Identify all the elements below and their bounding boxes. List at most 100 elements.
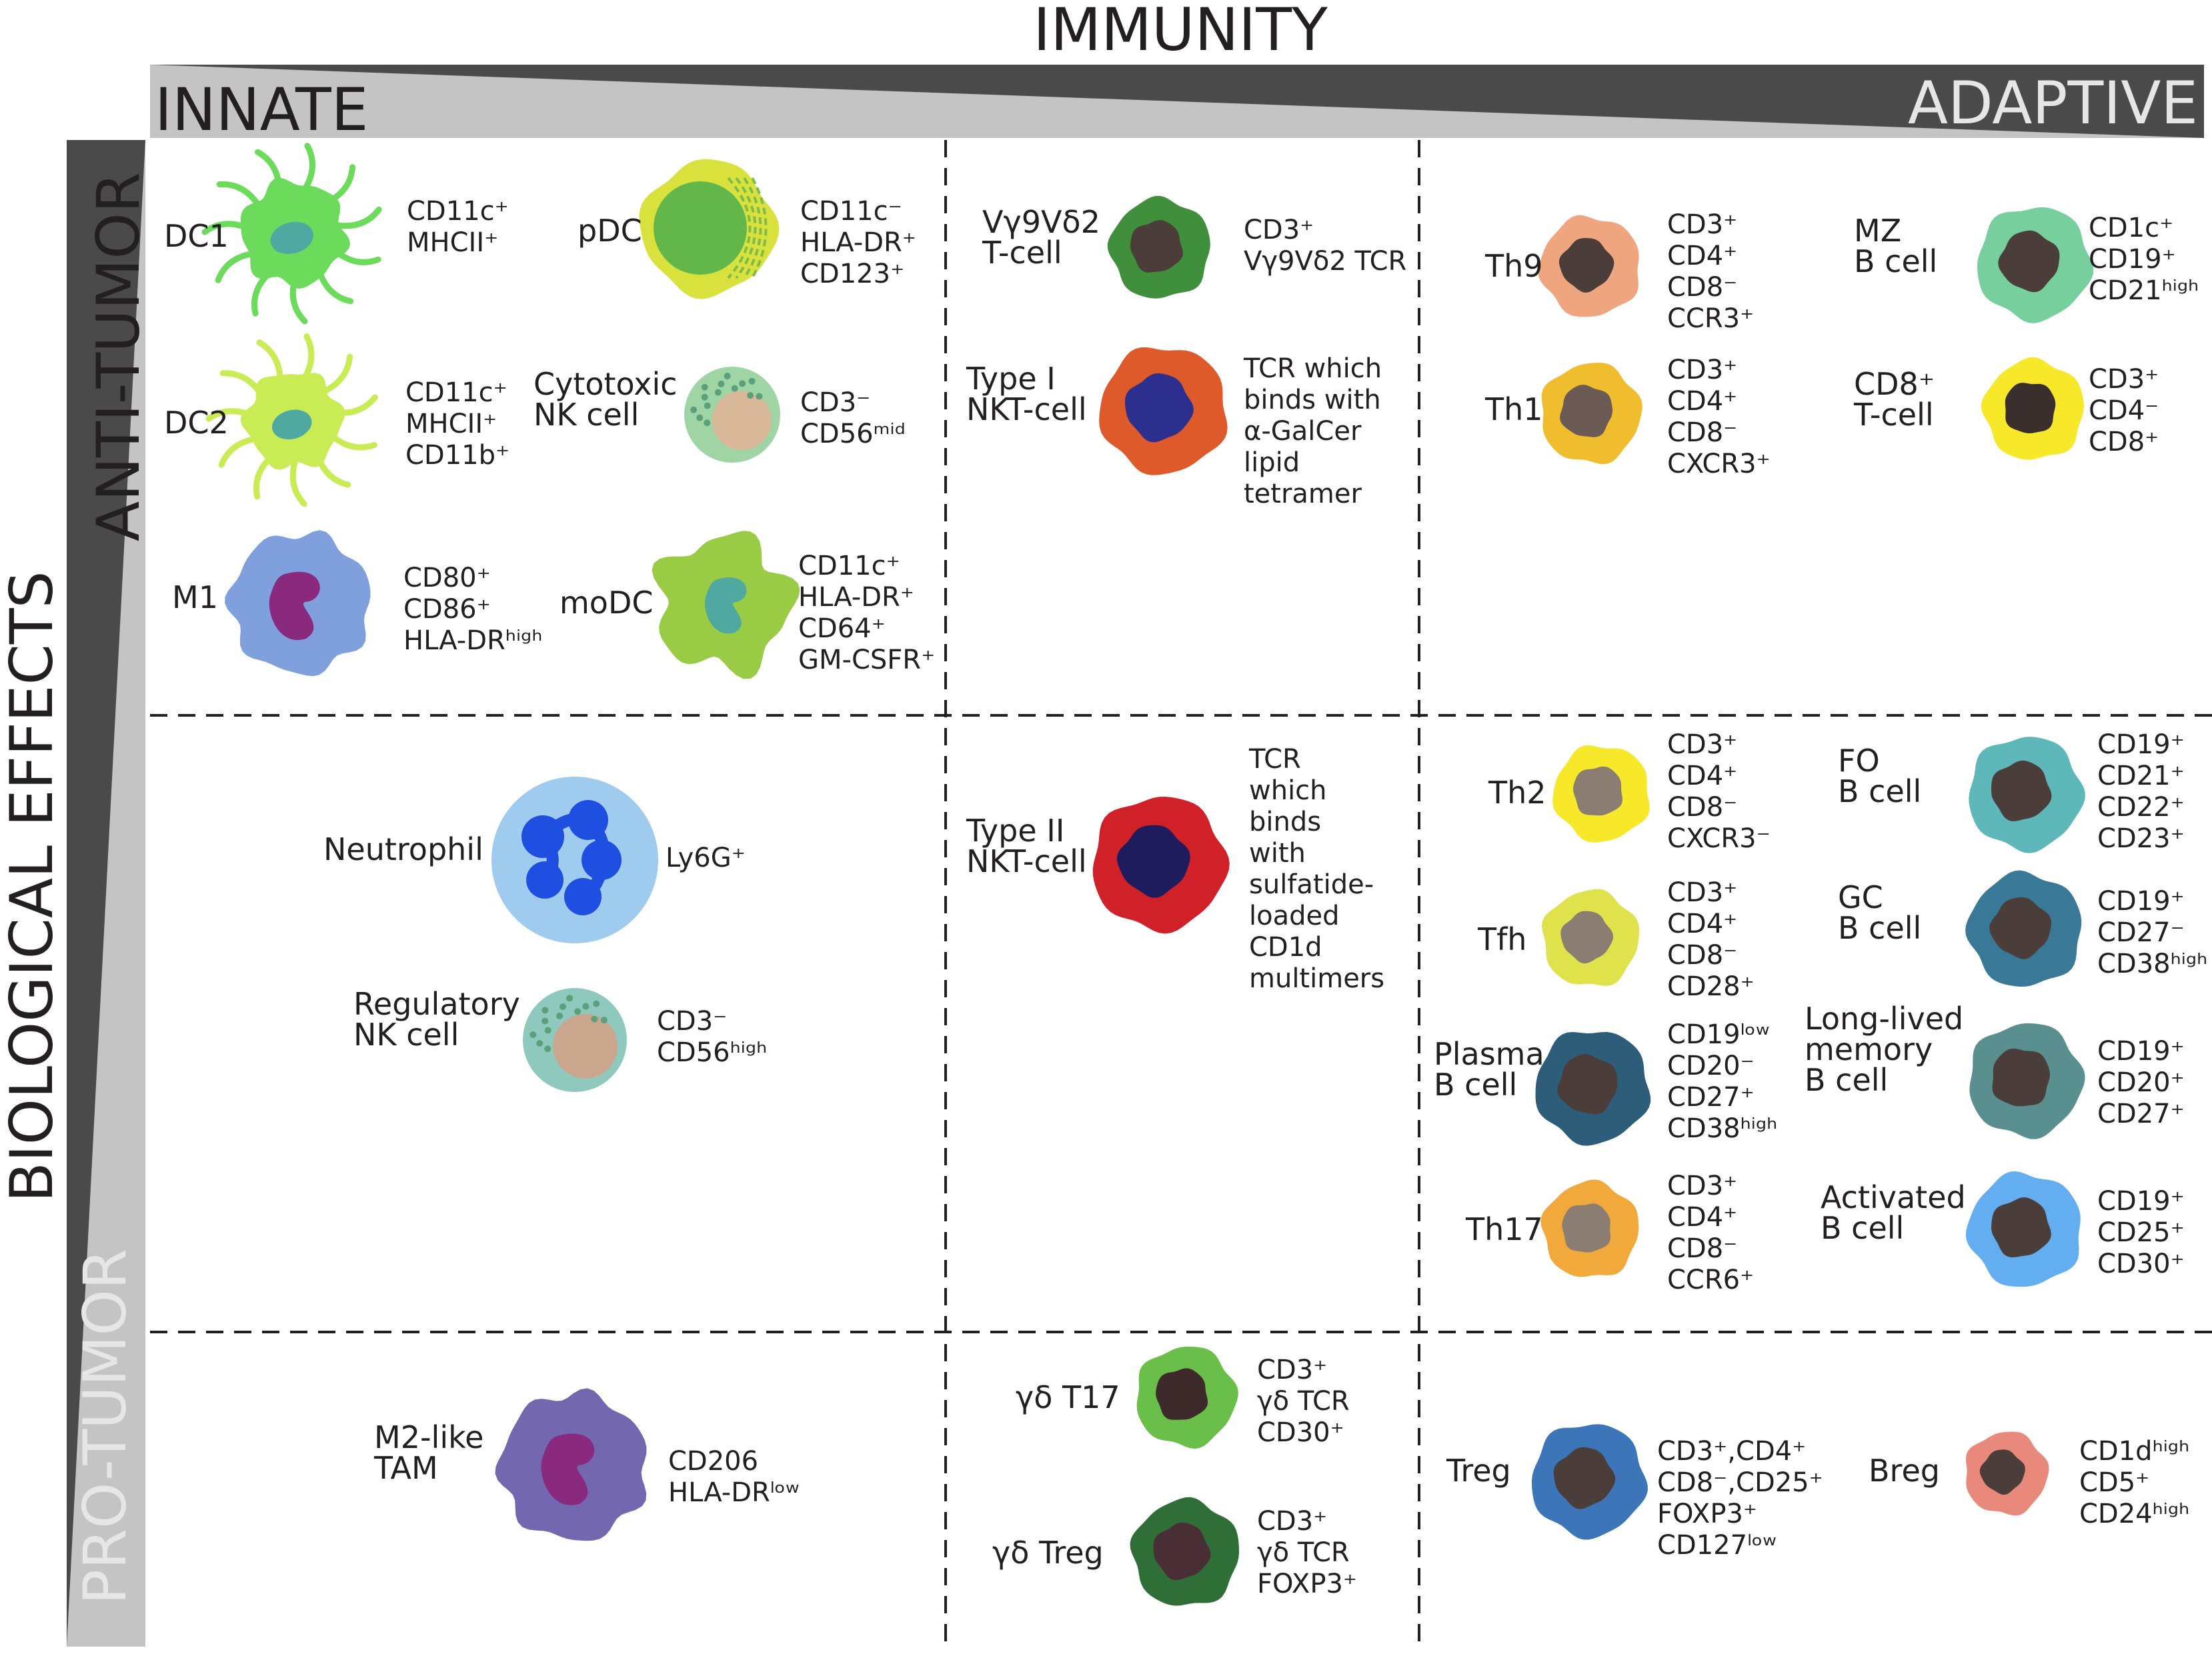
marker-list: CD206 HLA-DRˡᵒʷ: [668, 1446, 800, 1508]
cell-name-line: Tfh: [1477, 921, 1526, 957]
rough-er: [735, 177, 757, 279]
cell-name-line: B cell: [1854, 243, 1937, 279]
marker: CD206: [668, 1446, 758, 1477]
marker: CXCR3⁺: [1667, 449, 1771, 479]
marker: CD28⁺: [1667, 971, 1755, 1002]
granule: [556, 1012, 564, 1019]
marker: CD3⁺,CD4⁺: [1657, 1436, 1806, 1467]
cell-name-line: memory: [1805, 1031, 1933, 1067]
marker-list: CD3⁺ γδ TCR CD30⁺: [1257, 1355, 1350, 1448]
marker-list: CD3⁺,CD4⁺ CD8⁻,CD25⁺ FOXP3⁺ CD127ˡᵒʷ: [1657, 1436, 1823, 1561]
marker: CD3⁺: [1667, 877, 1737, 908]
marker: CD4⁺: [1667, 241, 1737, 271]
nucleus: [704, 577, 747, 634]
cell-name: Breg: [1869, 1453, 1940, 1489]
cell-type-ii-nkt-cell: Type II NKT-cell TCR which binds with sulfatid…: [966, 744, 1384, 994]
marker: CD5⁺: [2079, 1467, 2149, 1498]
granule: [714, 389, 722, 396]
marker: with: [1249, 838, 1306, 869]
marker-list: CD11c⁺ MHCII⁺: [407, 196, 509, 258]
marker: CD19⁺: [2097, 1186, 2185, 1217]
cell-name-line: Th9: [1484, 248, 1543, 284]
marker-list: TCR which binds with sulfatide-loaded CD1d mul…: [1248, 744, 1384, 994]
marker: CCR6⁺: [1667, 1265, 1754, 1295]
marker: binds: [1249, 807, 1321, 837]
marker: CD24ʰⁱᵍʰ: [2079, 1499, 2189, 1529]
biological-effects-label: BIOLOGICAL EFFECTS: [0, 571, 66, 1202]
cell-name: Plasma B cell: [1434, 1036, 1544, 1103]
marker: CXCR3⁻: [1667, 823, 1771, 854]
granule: [541, 1007, 549, 1014]
cell-type-i-nkt-cell: Type I NKT-cell TCR which binds with α-GalCe…: [966, 347, 1382, 509]
marker: CD21ʰⁱᵍʰ: [2089, 275, 2199, 306]
marker-list: CD11c⁺ MHCII⁺ CD11b⁺: [405, 377, 509, 471]
marker: GM-CSFR⁺: [798, 645, 935, 675]
nucleus: [1153, 1522, 1211, 1581]
marker: multimers: [1249, 963, 1384, 994]
nucleus: [270, 221, 313, 254]
cell-dc2: DC2 CD11c⁺ MHCII⁺ CD11b⁺: [164, 333, 509, 507]
cell-name-line: Breg: [1869, 1453, 1940, 1489]
marker: FOXP3⁺: [1657, 1499, 1757, 1529]
cell-regulatory-nk-cell: Regulatory NK cell CD3⁻ CD56ʰⁱᵍʰ: [353, 986, 767, 1092]
cell-name-line: Th17: [1465, 1211, 1543, 1247]
marker-list: CD3⁺ CD4⁺ CD8⁻ CXCR3⁺: [1667, 355, 1771, 479]
marker: CD3⁺: [1667, 729, 1737, 760]
marker: CD8⁻: [1667, 940, 1737, 971]
granule: [704, 419, 711, 427]
cell-name: γδ Treg: [992, 1535, 1104, 1571]
cell-activated-b-cell: Activated B cell CD19⁺ CD25⁺ CD30⁺: [1821, 1171, 2185, 1287]
marker: CD3⁻: [800, 387, 870, 418]
cell-plasma-b-cell: Plasma B cell CD19ˡᵒʷ CD20⁻ CD27⁺ CD38ʰⁱᵍʰ: [1434, 1019, 1777, 1146]
cell-name-line: MZ: [1854, 213, 1901, 249]
cell-name-line: Neutrophil: [323, 831, 483, 867]
rough-er: [727, 177, 752, 279]
marker: CD30⁺: [2097, 1249, 2185, 1279]
adaptive-wedge: [150, 65, 2204, 138]
cell-name: DC1: [164, 218, 229, 254]
marker: TCR which: [1243, 353, 1382, 384]
cell-name: Vγ9Vδ2 T-cell: [982, 204, 1100, 271]
cell-name: Th2: [1488, 775, 1546, 811]
nucleus: [1991, 1197, 2051, 1257]
rough-er: [743, 177, 762, 279]
cell-pdc: pDC CD11c⁻ HLA-DR⁺ CD123⁺: [578, 159, 916, 299]
marker: Ly6G⁺: [666, 843, 746, 873]
cell-fo-b-cell: FO B cell CD19⁺ CD21⁺ CD22⁺ CD23⁺: [1838, 729, 2185, 854]
cell-name: Type I NKT-cell: [966, 361, 1087, 427]
cell-name: Cytotoxic NK cell: [533, 366, 678, 433]
adaptive-label: ADAPTIVE: [1908, 69, 2198, 137]
marker-list: CD3⁺ CD4⁺ CD8⁻ CCR3⁺: [1667, 209, 1754, 334]
nucleus: [1998, 230, 2060, 293]
marker: α-GalCer: [1244, 416, 1362, 447]
cell-name: Regulatory NK cell: [353, 986, 520, 1053]
cell-m1: M1 CD80⁺ CD86⁺ HLA-DRʰⁱᵍʰ: [172, 530, 543, 677]
cell-name: CD8⁺ T-cell: [1853, 366, 1935, 433]
cell-name: Th9: [1484, 248, 1543, 284]
granule: [544, 1027, 551, 1034]
cell-dc1: DC1 CD11c⁺ MHCII⁺: [164, 143, 509, 325]
cell-name: Th1: [1484, 391, 1543, 427]
cell-name-line: Th2: [1488, 775, 1546, 811]
cell-name-line: NKT-cell: [966, 843, 1087, 879]
marker: CD27⁺: [2097, 1099, 2185, 1129]
cell-mz-b-cell: MZ B cell CD1c⁺ CD19⁺ CD21ʰⁱᵍʰ: [1854, 207, 2199, 323]
marker: CD3⁺: [1667, 209, 1737, 240]
marker: CD1d: [1249, 932, 1322, 963]
marker: Vγ9Vδ2 TCR: [1244, 246, 1406, 277]
cell-name-line: NK cell: [353, 1017, 459, 1053]
marker: CD4⁻: [2089, 395, 2159, 426]
marker: CD3⁺: [1667, 1171, 1737, 1201]
marker-list: CD3⁺ Vγ9Vδ2 TCR: [1244, 215, 1406, 277]
cell-name-line: DC1: [164, 218, 229, 254]
granule: [739, 380, 746, 387]
cell-name-line: Treg: [1446, 1453, 1511, 1489]
marker: CD56ᵐⁱᵈ: [800, 419, 906, 449]
anti-tumor-label: ANTI-TUMOR: [84, 172, 153, 541]
nucleus: [271, 409, 312, 440]
cell-m2-like-tam: M2-like TAM CD206 HLA-DRˡᵒʷ: [373, 1388, 800, 1541]
cell-treg: Treg CD3⁺,CD4⁺ CD8⁻,CD25⁺ FOXP3⁺ CD127ˡᵒʷ: [1446, 1424, 1823, 1561]
marker: MHCII⁺: [405, 409, 497, 439]
marker: tetramer: [1244, 479, 1362, 509]
